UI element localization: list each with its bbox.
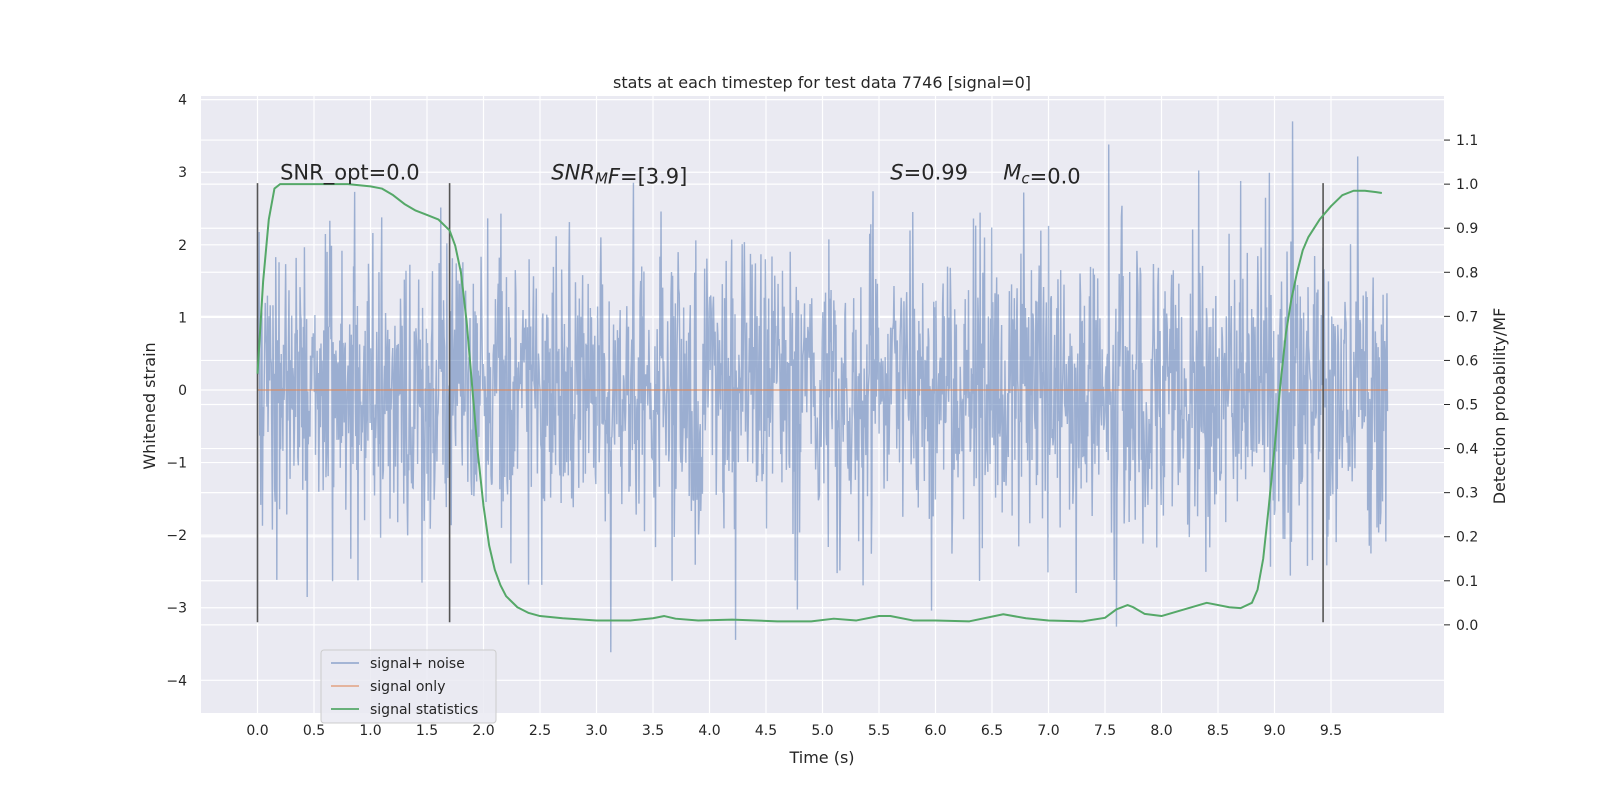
x-tick-label: 6.5	[981, 723, 1003, 739]
legend-label-signal-noise: signal+ noise	[370, 656, 465, 672]
y-tick-label: 3	[178, 165, 187, 181]
y-right-tick-label: 0.5	[1456, 398, 1478, 414]
annotation-3: Mc=0.0	[1003, 160, 1080, 188]
x-tick-label: 1.0	[359, 723, 381, 739]
y-tick-label: −2	[166, 528, 187, 544]
signal-statistics-line	[256, 183, 1383, 623]
y-axis-right-ticks: 0.0 0.1 0.2 0.3 0.4 0.5 0.6 0.7 0.8 0.9 1.0 1.1	[1444, 133, 1478, 634]
y-right-tick-label: 0.2	[1456, 530, 1478, 546]
x-tick-label: 5.5	[868, 723, 890, 739]
x-tick-label: 0.5	[303, 723, 325, 739]
vertical-markers	[256, 183, 1324, 623]
signal-noise-line	[256, 121, 1389, 653]
y-right-tick-label: 0.1	[1456, 574, 1478, 590]
y-right-tick-label: 0.8	[1456, 265, 1478, 281]
x-tick-label: 1.5	[416, 723, 438, 739]
x-tick-label: 7.5	[1094, 723, 1116, 739]
x-axis-ticks: 0.0 0.5 1.0 1.5 2.0 2.5 3.0 3.5 4.0 4.5 5.0 5.5 6.0 6…	[246, 723, 1342, 739]
x-axis-title: Time (s)	[788, 748, 854, 767]
x-tick-label: 5.0	[811, 723, 833, 739]
series-signal-noise	[256, 121, 1389, 653]
y-axis-ticks: −4 −3 −2 −1 0 1 2 3 4	[166, 93, 187, 690]
y-right-tick-label: 0.0	[1456, 618, 1478, 634]
y-axis-right-title: Detection probability/MF	[1490, 308, 1509, 505]
series-signal-statistics	[256, 183, 1383, 623]
x-tick-label: 8.5	[1207, 723, 1229, 739]
y-right-tick-label: 1.0	[1456, 177, 1478, 193]
annotations: SNR_opt=0.0 SNRMF=[3.9] S=0.99 Mc=0.0	[280, 160, 1081, 188]
x-tick-label: 4.5	[755, 723, 777, 739]
annotation-0: SNR_opt=0.0	[280, 160, 420, 185]
x-tick-label: 2.0	[472, 723, 494, 739]
x-tick-label: 3.5	[642, 723, 664, 739]
legend-label-signal-only: signal only	[370, 679, 445, 695]
y-tick-label: 4	[178, 93, 187, 109]
y-tick-label: 0	[178, 383, 187, 399]
x-tick-label: 0.0	[246, 723, 268, 739]
y-tick-label: 1	[178, 310, 187, 326]
y-right-tick-label: 0.3	[1456, 486, 1478, 502]
chart-title: stats at each timestep for test data 774…	[613, 73, 1031, 92]
x-tick-label: 2.5	[529, 723, 551, 739]
y-axis-title: Whitened strain	[140, 342, 159, 469]
x-tick-label: 3.0	[585, 723, 607, 739]
legend: signal+ noise signal only signal statist…	[320, 649, 497, 724]
y-right-tick-label: 0.9	[1456, 221, 1478, 237]
x-tick-label: 9.5	[1320, 723, 1342, 739]
x-tick-label: 6.0	[924, 723, 946, 739]
y-tick-label: −4	[166, 673, 187, 689]
x-tick-label: 7.0	[1037, 723, 1059, 739]
x-tick-label: 4.0	[698, 723, 720, 739]
annotation-1: SNRMF=[3.9]	[551, 160, 687, 188]
y-right-tick-label: 0.6	[1456, 353, 1478, 369]
x-tick-label: 9.0	[1263, 723, 1285, 739]
y-tick-label: 2	[178, 238, 187, 254]
legend-box	[320, 649, 497, 724]
y-right-tick-label: 0.4	[1456, 442, 1478, 458]
annotation-2: S=0.99	[890, 160, 968, 184]
y-right-tick-label: 0.7	[1456, 309, 1478, 325]
y-right-tick-label: 1.1	[1456, 133, 1478, 149]
x-tick-label: 8.0	[1150, 723, 1172, 739]
y-tick-label: −3	[166, 601, 187, 617]
y-tick-label: −1	[166, 456, 187, 472]
legend-label-signal-statistics: signal statistics	[370, 702, 478, 718]
